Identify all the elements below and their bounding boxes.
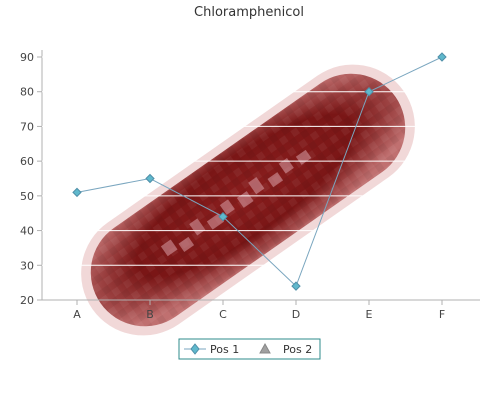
x-tick-label: D xyxy=(292,308,300,321)
y-tick-label: 30 xyxy=(20,259,34,272)
series-line-1 xyxy=(76,56,443,287)
x-tick-label: B xyxy=(146,308,154,321)
x-axis-ticks: A B C D E F xyxy=(73,300,445,321)
legend-pos2-marker xyxy=(259,342,271,354)
legend-pos2-label: Pos 2 xyxy=(283,343,312,356)
data-point xyxy=(72,187,82,198)
data-point xyxy=(145,173,155,184)
data-point xyxy=(437,52,447,62)
gridlines xyxy=(42,56,480,266)
legend-box xyxy=(178,338,321,360)
y-tick-label: 40 xyxy=(20,225,34,238)
data-point xyxy=(291,281,301,291)
x-tick-label: F xyxy=(439,308,445,321)
chart-title: Chloramphenicol xyxy=(194,5,304,20)
legend: Pos 1 Pos 2 xyxy=(178,338,321,360)
y-tick-label: 80 xyxy=(20,86,34,99)
y-tick-label: 50 xyxy=(20,190,34,203)
data-point xyxy=(218,211,228,222)
x-tick-label: A xyxy=(73,308,81,321)
y-tick-label: 20 xyxy=(20,294,34,307)
y-tick-label: 90 xyxy=(20,51,34,64)
x-tick-label: C xyxy=(219,308,227,321)
capsule-pill-illustration xyxy=(81,64,415,336)
series-layer xyxy=(72,52,447,291)
data-point xyxy=(364,87,374,97)
legend-pos1-label: Pos 1 xyxy=(210,343,239,356)
y-tick-label: 60 xyxy=(20,155,34,168)
y-axis-ticks: 20 30 40 50 60 70 80 90 xyxy=(20,51,42,307)
y-tick-label: 70 xyxy=(20,120,34,133)
x-tick-label: E xyxy=(366,308,373,321)
legend-pos1-marker xyxy=(190,343,200,355)
